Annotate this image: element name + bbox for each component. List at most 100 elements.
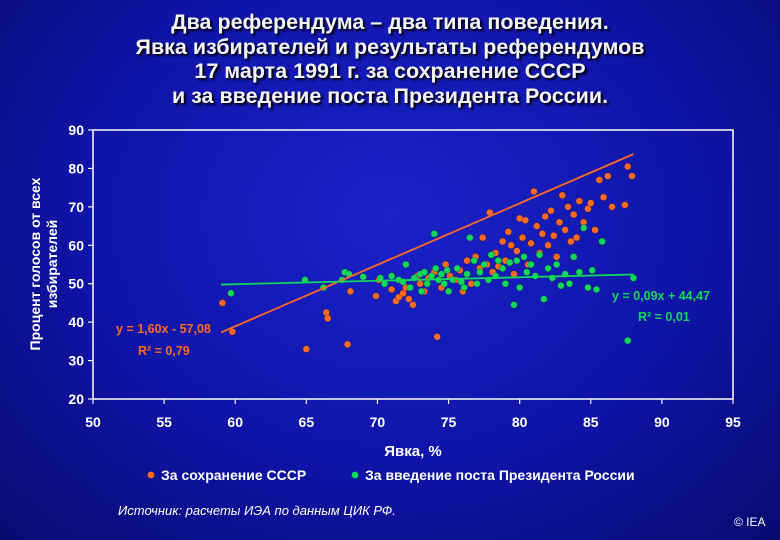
president-data-point	[552, 260, 561, 269]
ussr-r2-label: R² = 0,79	[138, 344, 190, 358]
ussr-data-point	[572, 233, 581, 242]
president-data-point	[598, 237, 606, 246]
president-data-point	[453, 264, 461, 273]
x-tick-label: 90	[654, 414, 670, 430]
ussr-data-point	[555, 218, 564, 226]
ussr-data-point	[599, 193, 608, 201]
president-data-point	[588, 266, 596, 274]
x-tick-label: 80	[512, 414, 528, 430]
president-r2-label: R² = 0,01	[638, 310, 690, 324]
president-data-point	[443, 266, 451, 274]
president-data-point	[527, 260, 535, 269]
ussr-data-point	[405, 295, 413, 303]
ussr-data-point	[550, 231, 558, 240]
president-data-point	[473, 280, 481, 288]
ussr-data-point	[323, 314, 332, 322]
president-data-point	[470, 256, 478, 265]
y-axis-label-line: избирателей	[44, 220, 60, 309]
ussr-data-point	[513, 247, 521, 255]
ussr-data-point	[552, 253, 561, 261]
president-data-point	[359, 273, 367, 281]
y-tick-label: 90	[68, 122, 84, 138]
ussr-data-point	[409, 301, 417, 309]
legend-president-marker	[351, 471, 359, 479]
y-axis-label: Процент голосов от всехизбирателей	[27, 177, 60, 350]
title-line-1: Два референдума – два типа поведения.	[171, 10, 609, 34]
president-data-point	[570, 253, 578, 261]
plot-area	[92, 129, 734, 400]
legend-ussr-marker	[147, 471, 155, 479]
president-data-point	[498, 264, 507, 273]
data-points	[218, 162, 638, 353]
legend-ussr-label: За сохранение СССР	[161, 467, 306, 483]
ussr-data-point	[433, 333, 441, 341]
copyright-label: © IEA	[734, 515, 766, 529]
president-data-point	[406, 283, 414, 292]
title-line-2: Явка избирателей и результаты референдум…	[135, 34, 645, 59]
president-data-point	[427, 272, 436, 280]
title-line-3: 17 марта 1991 г. за сохранение СССР	[194, 59, 586, 83]
y-tick-label: 50	[68, 276, 84, 292]
president-data-point	[565, 280, 574, 288]
ussr-data-point	[218, 299, 227, 307]
ussr-data-point	[584, 205, 592, 213]
ussr-data-point	[372, 292, 380, 300]
president-data-point	[535, 251, 544, 259]
source-note: Источник: расчеты ИЭА по данным ЦИК РФ.	[118, 503, 396, 518]
president-data-point	[624, 336, 632, 345]
ussr-data-point	[387, 285, 396, 294]
president-data-point	[579, 224, 588, 232]
ussr-data-point	[564, 203, 572, 211]
x-tick-label: 95	[725, 414, 741, 430]
ussr-data-point	[538, 230, 547, 238]
ussr-data-point	[518, 233, 527, 242]
y-axis-label-line: Процент голосов от всех	[27, 177, 43, 350]
ussr-trendline	[220, 153, 634, 334]
president-data-point	[480, 260, 488, 269]
ussr-data-point	[561, 226, 569, 234]
president-data-point	[494, 256, 503, 265]
ussr-data-point	[544, 241, 552, 249]
ussr-data-point	[591, 226, 599, 234]
president-data-point	[513, 256, 521, 265]
ussr-data-point	[533, 222, 541, 230]
x-axis-label: Явка, %	[384, 443, 442, 460]
title-line-4: и за введение поста Президента России.	[171, 83, 609, 108]
ussr-data-point	[416, 280, 424, 288]
ussr-data-point	[343, 340, 352, 349]
x-tick-label: 55	[156, 414, 172, 430]
president-data-point	[487, 251, 495, 259]
president-data-point	[437, 270, 446, 278]
president-data-point	[592, 285, 601, 294]
trendlines	[220, 153, 634, 334]
president-data-point	[506, 258, 514, 267]
y-tick-label: 20	[68, 391, 84, 407]
ussr-data-point	[570, 210, 578, 219]
ussr-data-point	[624, 162, 632, 171]
ussr-data-point	[521, 216, 530, 225]
president-equation-label: y = 0,09x + 44,47	[612, 289, 710, 303]
ussr-data-point	[399, 289, 407, 298]
president-data-point	[515, 283, 524, 292]
president-data-point	[430, 230, 439, 238]
ussr-data-point	[463, 256, 471, 265]
president-data-point	[557, 281, 565, 290]
y-tick-label: 30	[68, 353, 84, 369]
president-trendline	[220, 273, 634, 286]
ussr-data-point	[541, 212, 549, 221]
president-data-point	[523, 268, 531, 276]
president-data-point	[544, 264, 552, 273]
x-tick-label: 60	[227, 414, 243, 430]
ussr-data-point	[504, 228, 512, 236]
ussr-equation-label: y = 1,60x - 57,08	[116, 322, 211, 336]
president-data-point	[501, 280, 510, 288]
president-data-point	[440, 280, 448, 288]
y-tick-label: 80	[68, 160, 84, 176]
chart-title: Два референдума – два типа поведения. Яв…	[0, 10, 780, 108]
ussr-data-point	[530, 187, 538, 196]
x-tick-label: 65	[299, 414, 315, 430]
ussr-data-point	[346, 287, 355, 296]
president-data-point	[463, 270, 471, 278]
president-data-point	[629, 274, 638, 282]
president-data-point	[387, 272, 396, 280]
